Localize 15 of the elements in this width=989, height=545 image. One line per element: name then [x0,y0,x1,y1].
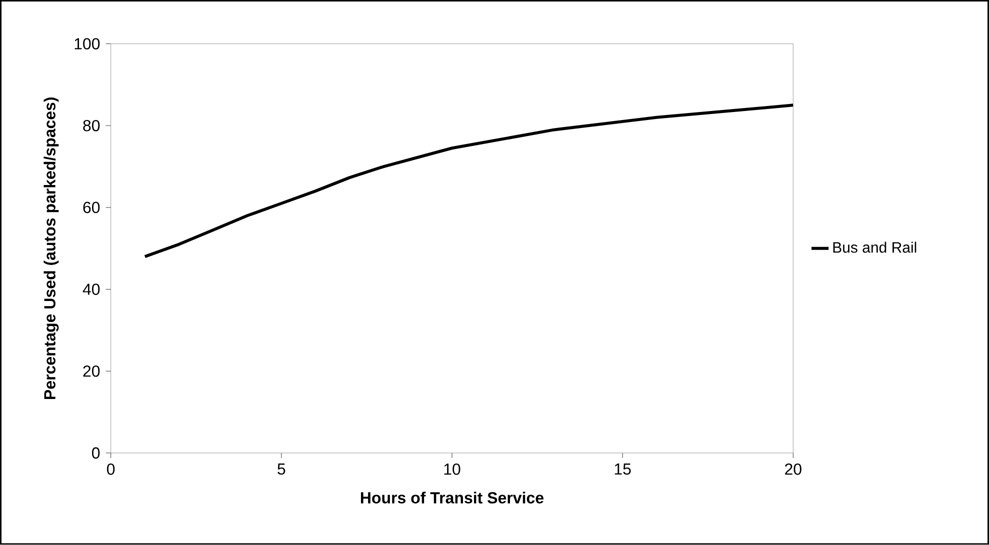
x-tick-label: 15 [614,464,631,475]
y-tick-label: 40 [82,284,100,296]
legend-label: Bus and Rail [833,242,916,253]
y-tick-label: 80 [83,120,100,132]
y-tick-label: 100 [74,38,100,50]
line-series [143,104,794,258]
y-tick-label: 0 [92,447,100,459]
x-tick-label: 10 [444,464,460,475]
x-tick-label: 5 [278,464,286,475]
y-tick-label: 20 [83,366,100,377]
y-tick-label: 60 [83,202,100,214]
x-axis-title: Hours of Transit Service [360,492,544,504]
x-tick-label: 0 [106,464,115,475]
y-axis-title: Percentage Used (autos parked/spaces) [44,98,59,400]
x-tick-label: 20 [785,464,802,475]
